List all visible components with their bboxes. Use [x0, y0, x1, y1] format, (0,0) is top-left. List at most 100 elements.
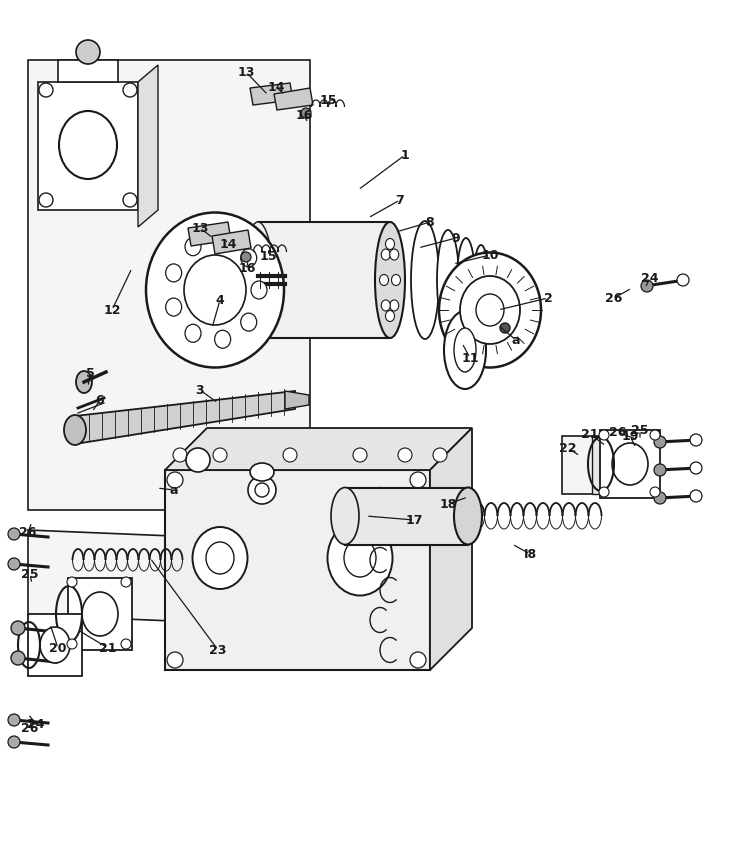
Circle shape	[8, 714, 20, 726]
Circle shape	[67, 639, 77, 649]
Text: 3: 3	[196, 383, 205, 396]
Circle shape	[8, 558, 20, 570]
Circle shape	[255, 483, 269, 497]
Ellipse shape	[184, 255, 246, 325]
Polygon shape	[430, 428, 472, 670]
Ellipse shape	[391, 274, 400, 285]
Circle shape	[410, 652, 426, 668]
Ellipse shape	[390, 300, 399, 311]
Ellipse shape	[166, 264, 182, 282]
Circle shape	[167, 652, 183, 668]
Circle shape	[677, 274, 689, 286]
Circle shape	[398, 448, 412, 462]
Ellipse shape	[185, 238, 201, 256]
Text: 26: 26	[22, 722, 39, 734]
Polygon shape	[274, 88, 313, 110]
Text: 8: 8	[426, 215, 434, 229]
Text: a: a	[512, 334, 520, 346]
Text: 23: 23	[209, 643, 227, 657]
Ellipse shape	[460, 276, 520, 344]
Circle shape	[8, 528, 20, 540]
Text: 16: 16	[295, 108, 312, 121]
Polygon shape	[212, 230, 251, 254]
Ellipse shape	[243, 222, 273, 338]
Circle shape	[67, 577, 77, 587]
Circle shape	[241, 252, 251, 262]
Circle shape	[11, 621, 25, 635]
Polygon shape	[138, 65, 158, 227]
Circle shape	[213, 448, 227, 462]
Ellipse shape	[76, 371, 92, 393]
Circle shape	[433, 448, 447, 462]
Ellipse shape	[381, 300, 391, 311]
Circle shape	[76, 40, 100, 64]
Circle shape	[121, 577, 131, 587]
Circle shape	[39, 83, 53, 97]
Circle shape	[654, 464, 666, 476]
Ellipse shape	[251, 281, 267, 299]
Ellipse shape	[473, 245, 489, 315]
Ellipse shape	[454, 488, 482, 544]
Ellipse shape	[241, 313, 257, 331]
Ellipse shape	[327, 521, 393, 595]
Text: 1: 1	[400, 149, 409, 161]
Text: 10: 10	[481, 248, 498, 262]
Polygon shape	[188, 222, 231, 246]
Text: 18: 18	[439, 498, 457, 510]
Text: 24: 24	[641, 272, 658, 284]
Circle shape	[11, 651, 25, 665]
Polygon shape	[165, 428, 472, 470]
Circle shape	[599, 487, 609, 497]
Ellipse shape	[64, 415, 86, 445]
Ellipse shape	[331, 488, 359, 544]
Text: 4: 4	[216, 294, 225, 306]
Polygon shape	[28, 530, 390, 630]
Ellipse shape	[40, 627, 70, 663]
Text: 20: 20	[49, 642, 67, 654]
Ellipse shape	[390, 249, 399, 260]
Ellipse shape	[166, 298, 182, 316]
Ellipse shape	[454, 328, 476, 372]
Polygon shape	[345, 488, 468, 545]
Text: 13: 13	[191, 221, 208, 235]
Text: 25: 25	[631, 424, 649, 436]
Bar	[28, 614, 82, 676]
Bar	[68, 578, 132, 650]
Text: 21: 21	[581, 427, 599, 441]
Ellipse shape	[444, 311, 486, 389]
Ellipse shape	[193, 527, 248, 589]
Circle shape	[167, 472, 183, 488]
Circle shape	[39, 193, 53, 207]
Bar	[600, 430, 660, 498]
Polygon shape	[38, 82, 138, 210]
Ellipse shape	[214, 331, 231, 348]
Circle shape	[301, 108, 311, 118]
Circle shape	[186, 448, 210, 472]
Text: 19: 19	[621, 430, 638, 442]
Text: 15: 15	[259, 250, 277, 262]
Ellipse shape	[214, 232, 231, 250]
Circle shape	[690, 462, 702, 474]
Polygon shape	[75, 391, 295, 444]
Text: 11: 11	[461, 352, 478, 364]
Ellipse shape	[250, 463, 274, 481]
Text: 26: 26	[609, 426, 626, 438]
Polygon shape	[258, 222, 390, 338]
Ellipse shape	[476, 294, 504, 326]
Ellipse shape	[379, 274, 388, 285]
Text: 25: 25	[22, 568, 39, 580]
Circle shape	[410, 472, 426, 488]
Polygon shape	[28, 60, 310, 510]
Circle shape	[690, 434, 702, 446]
Circle shape	[173, 448, 187, 462]
Bar	[562, 436, 610, 494]
Circle shape	[650, 430, 660, 440]
Text: 2: 2	[544, 292, 552, 304]
Circle shape	[353, 448, 367, 462]
Circle shape	[690, 490, 702, 502]
Text: 14: 14	[219, 237, 237, 251]
Circle shape	[121, 639, 131, 649]
Text: 16: 16	[238, 262, 256, 274]
Text: I8: I8	[524, 547, 536, 560]
Polygon shape	[165, 470, 430, 670]
